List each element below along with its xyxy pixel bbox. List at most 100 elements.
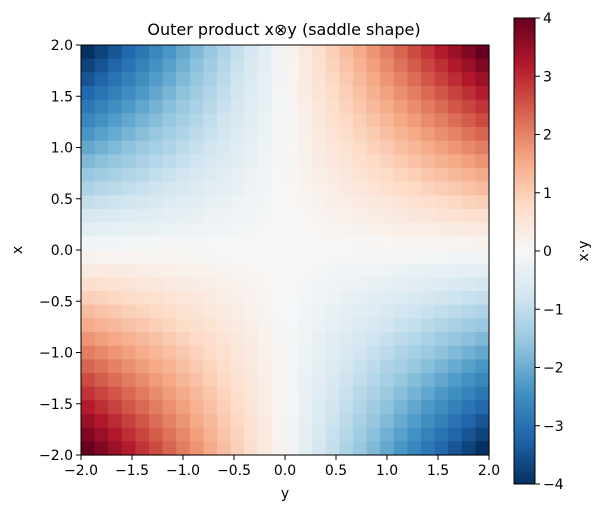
x-axis-label: y [281,486,289,502]
heatmap-cell [380,113,395,128]
heatmap-cell [353,181,368,196]
heatmap-cell [421,86,436,101]
heatmap-cell [448,400,463,415]
heatmap-cell [312,250,327,265]
heatmap-cell [325,332,340,347]
heatmap-cell [285,195,300,210]
heatmap-cell [94,140,109,155]
heatmap-cell [298,99,313,114]
heatmap-cell [407,58,422,73]
x-tick-label: 1.0 [376,463,398,479]
heatmap-cell [230,236,245,251]
x-tick-label: −0.5 [217,463,251,479]
heatmap-cell [461,441,476,456]
heatmap-cell [421,127,436,142]
heatmap-cell [176,195,191,210]
heatmap-cell [312,318,327,333]
y-tick-label: 1.0 [51,141,73,157]
heatmap-cell [380,414,395,429]
heatmap-cell [257,345,272,360]
heatmap-cell [339,86,354,101]
heatmap-cell [81,127,96,142]
heatmap-cell [421,304,436,319]
heatmap-cell [421,168,436,183]
heatmap-cell [366,414,381,429]
heatmap-cell [353,113,368,128]
heatmap-cell [366,140,381,155]
heatmap-cell [353,58,368,73]
heatmap-cell [312,304,327,319]
heatmap-cell [339,195,354,210]
heatmap-cell [475,359,490,374]
heatmap-cell [94,86,109,101]
heatmap-cell [353,277,368,292]
heatmap-cell [230,127,245,142]
heatmap-cell [176,400,191,415]
heatmap-cell [434,113,449,128]
heatmap-cell [461,195,476,210]
heatmap-cell [461,427,476,442]
heatmap-cell [380,99,395,114]
heatmap-cell [339,99,354,114]
heatmap-cell [421,400,436,415]
heatmap-cell [339,414,354,429]
heatmap-cell [366,318,381,333]
heatmap-cell [162,277,177,292]
heatmap-cell [121,345,136,360]
heatmap-cell [217,209,232,224]
heatmap-cell [176,45,191,60]
heatmap-cell [108,181,123,196]
heatmap-cell [421,291,436,306]
heatmap-cell [230,304,245,319]
heatmap-cell [135,168,150,183]
heatmap-cell [298,181,313,196]
heatmap-cell [407,154,422,169]
heatmap-cell [325,441,340,456]
heatmap-cell [176,332,191,347]
heatmap-cell [217,140,232,155]
heatmap-cell [230,359,245,374]
heatmap-cell [325,250,340,265]
heatmap-cell [135,113,150,128]
heatmap-cell [149,291,164,306]
heatmap-cell [434,318,449,333]
heatmap-cell [421,345,436,360]
heatmap-cell [162,414,177,429]
heatmap-cell [339,168,354,183]
heatmap-cell [421,414,436,429]
heatmap-cell [189,441,204,456]
heatmap-cell [149,400,164,415]
heatmap-cell [257,427,272,442]
heatmap-cell [108,209,123,224]
heatmap-cell [94,222,109,237]
heatmap-cell [162,291,177,306]
heatmap-cell [271,304,286,319]
heatmap-cell [108,345,123,360]
heatmap-cell [285,236,300,251]
heatmap-cell [339,427,354,442]
heatmap-cell [475,345,490,360]
heatmap-cell [244,195,259,210]
heatmap-cell [203,441,218,456]
heatmap-cell [298,441,313,456]
heatmap-cell [257,304,272,319]
heatmap-cell [285,332,300,347]
heatmap-cell [121,209,136,224]
heatmap-cell [149,86,164,101]
heatmap-cell [380,373,395,388]
heatmap-cell [176,263,191,278]
heatmap-cell [353,318,368,333]
heatmap-cell [149,345,164,360]
heatmap-cell [298,414,313,429]
heatmap-cell [325,86,340,101]
heatmap-cell [393,386,408,401]
heatmap-cell [393,72,408,87]
heatmap-cell [257,154,272,169]
heatmap-cell [475,99,490,114]
heatmap-cell [135,400,150,415]
heatmap-cell [271,236,286,251]
heatmap-cell [448,291,463,306]
heatmap-cell [421,154,436,169]
heatmap-cell [149,332,164,347]
heatmap-cell [94,154,109,169]
